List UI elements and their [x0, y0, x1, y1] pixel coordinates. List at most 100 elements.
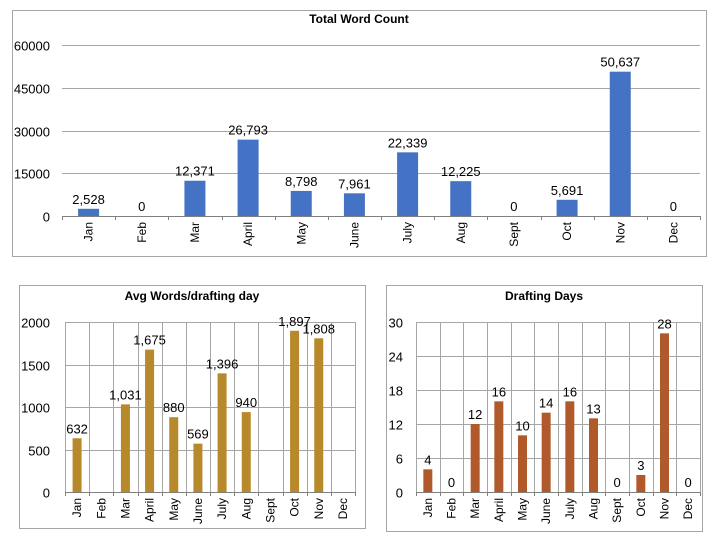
data-label: 0 — [670, 199, 677, 214]
bar-may — [290, 190, 312, 216]
data-label: 4 — [424, 452, 431, 467]
y-tick-label: 2000 — [21, 316, 50, 331]
x-category-label: Sept — [610, 497, 624, 522]
x-category-label: April — [143, 498, 157, 522]
bar-mar — [184, 180, 206, 216]
bar-oct — [290, 330, 300, 492]
x-category-label: May — [294, 222, 308, 245]
bar-mar — [120, 404, 130, 492]
bar-july — [565, 401, 575, 492]
x-category-label: Mar — [468, 498, 482, 519]
y-tick-label: 500 — [28, 444, 50, 459]
x-category-label: Nov — [312, 498, 326, 519]
data-label: 12,225 — [441, 164, 481, 179]
data-label: 14 — [539, 396, 553, 411]
bar-april — [237, 139, 259, 216]
data-label: 2,528 — [72, 192, 105, 207]
bar-oct — [636, 475, 646, 492]
x-category-label: Mar — [118, 498, 132, 519]
x-category-label: Jan — [421, 498, 435, 517]
data-label: 10 — [515, 418, 529, 433]
data-label: 16 — [492, 384, 506, 399]
x-category-label: Dec — [666, 222, 680, 243]
bar-july — [217, 373, 227, 492]
bar-may — [518, 435, 527, 492]
data-label: 0 — [138, 199, 145, 214]
data-label: 22,339 — [388, 135, 428, 150]
total-word-count-chart: Total Word Count 0 15000 30000 45000 60000 2,5… — [12, 10, 707, 257]
data-label: 12,371 — [175, 164, 215, 179]
data-label: 5,691 — [551, 183, 584, 198]
data-label: 16 — [563, 384, 577, 399]
x-category-label: June — [347, 222, 361, 248]
y-tick-label: 1500 — [21, 359, 50, 374]
data-label: 8,798 — [285, 174, 318, 189]
bar-oct — [556, 199, 578, 216]
x-category-label: July — [401, 222, 415, 243]
bar-jan — [72, 438, 82, 492]
bar-july — [397, 152, 419, 216]
y-tick-label: 24 — [389, 350, 403, 365]
x-category-label: Aug — [239, 498, 253, 519]
x-category-label: May — [516, 498, 530, 521]
x-category-label: Jan — [70, 498, 84, 517]
chart-title: Avg Words/drafting day — [125, 289, 260, 303]
y-tick-label: 6 — [396, 452, 403, 467]
bar-nov — [609, 71, 631, 217]
bar-may — [169, 417, 179, 492]
x-category-label: April — [241, 222, 255, 246]
y-tick-label: 1000 — [21, 401, 50, 416]
data-label: 569 — [187, 427, 209, 442]
chart-frame — [12, 10, 707, 257]
data-label: 1,396 — [206, 356, 239, 371]
bar-june — [343, 193, 365, 216]
x-category-label: Aug — [454, 222, 468, 243]
x-category-label: July — [563, 498, 577, 519]
y-tick-label: 60000 — [14, 39, 50, 54]
x-category-label: Feb — [94, 498, 108, 519]
avg-words-chart: Avg Words/drafting day 0 500 1000 1500 2000 63… — [19, 285, 366, 529]
y-tick-label: 30 — [389, 316, 403, 331]
data-label: 1,897 — [278, 314, 311, 329]
x-category-label: Oct — [634, 497, 648, 516]
x-category-label: Nov — [613, 222, 627, 243]
data-label: 50,637 — [600, 55, 640, 70]
drafting-days-chart: Drafting Days06121824304Jan0Feb12Mar16Ap… — [386, 285, 703, 532]
data-label: 940 — [235, 395, 257, 410]
data-label: 3 — [637, 458, 644, 473]
bar-mar — [470, 424, 480, 492]
data-label: 1,675 — [133, 333, 166, 348]
chart-title: Total Word Count — [309, 12, 409, 26]
y-tick-label: 18 — [389, 384, 403, 399]
x-category-label: Oct — [560, 221, 574, 240]
y-tick-label: 0 — [43, 210, 50, 225]
x-category-label: June — [539, 498, 553, 524]
y-tick-label: 45000 — [14, 82, 50, 97]
x-category-label: Feb — [445, 498, 459, 519]
x-category-label: Oct — [288, 497, 302, 516]
data-label: 26,793 — [228, 123, 268, 138]
x-category-label: Mar — [188, 222, 202, 243]
x-category-label: July — [215, 498, 229, 519]
data-label: 28 — [657, 316, 671, 331]
bar-jan — [78, 208, 100, 216]
bar-april — [145, 349, 155, 492]
data-label: 12 — [468, 407, 482, 422]
x-category-label: Aug — [587, 498, 601, 519]
bar-jan — [423, 469, 433, 492]
bar-aug — [241, 412, 251, 492]
x-category-label: Feb — [135, 222, 149, 243]
bar-april — [494, 401, 504, 492]
x-category-label: Jan — [82, 222, 96, 241]
bar-june — [541, 412, 551, 492]
x-category-label: June — [191, 498, 205, 524]
x-category-label: Dec — [336, 498, 350, 519]
data-label: 632 — [66, 421, 88, 436]
x-category-label: Sept — [507, 221, 521, 246]
x-category-label: May — [167, 498, 181, 521]
bar-nov — [314, 338, 324, 492]
data-label: 1,031 — [109, 387, 142, 402]
data-label: 0 — [685, 475, 692, 490]
bar-nov — [660, 333, 669, 492]
y-tick-label: 30000 — [14, 125, 50, 140]
